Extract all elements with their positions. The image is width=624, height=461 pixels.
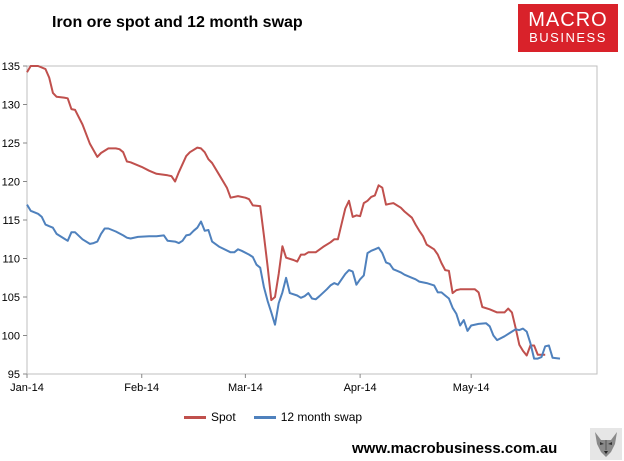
logo-line-macro: MACRO: [528, 9, 608, 31]
legend-item-swap: 12 month swap: [253, 410, 363, 424]
legend-label-spot: Spot: [211, 410, 236, 424]
series-line-swap: [26, 204, 561, 360]
y-tick-label: 100: [2, 331, 20, 343]
chart-legend: Spot 12 month swap: [184, 410, 380, 424]
y-tick-label: 125: [2, 138, 20, 150]
legend-item-spot: Spot: [184, 410, 236, 424]
chart-title: Iron ore spot and 12 month swap: [52, 14, 303, 31]
x-tick-label: May-14: [453, 382, 490, 394]
y-tick-label: 110: [2, 254, 20, 266]
legend-label-swap: 12 month swap: [280, 410, 363, 424]
website-url: www.macrobusiness.com.au: [352, 440, 558, 457]
y-tick-label: 120: [2, 177, 20, 189]
legend-swatch-spot: [184, 415, 206, 419]
y-tick-label: 95: [8, 369, 20, 381]
x-tick-label: Feb-14: [124, 382, 159, 394]
wolf-icon: [590, 428, 622, 460]
legend-swatch-swap: [253, 415, 276, 419]
y-tick-label: 130: [2, 100, 20, 112]
macrobusiness-logo: MACRO BUSINESS: [518, 4, 618, 52]
x-tick-label: Apr-14: [344, 382, 377, 394]
y-tick-label: 115: [2, 215, 20, 227]
y-tick-label: 135: [2, 61, 20, 73]
logo-line-business: BUSINESS: [529, 30, 607, 45]
x-tick-label: Jan-14: [10, 382, 44, 394]
y-tick-label: 105: [2, 292, 20, 304]
line-chart: 95 100 105 110 115 120 125 130 135 Jan-14 Feb-14 Ma…: [2, 61, 598, 394]
plot-area: [26, 65, 598, 375]
x-tick-label: Mar-14: [228, 382, 263, 394]
series-line-spot: [26, 65, 546, 357]
